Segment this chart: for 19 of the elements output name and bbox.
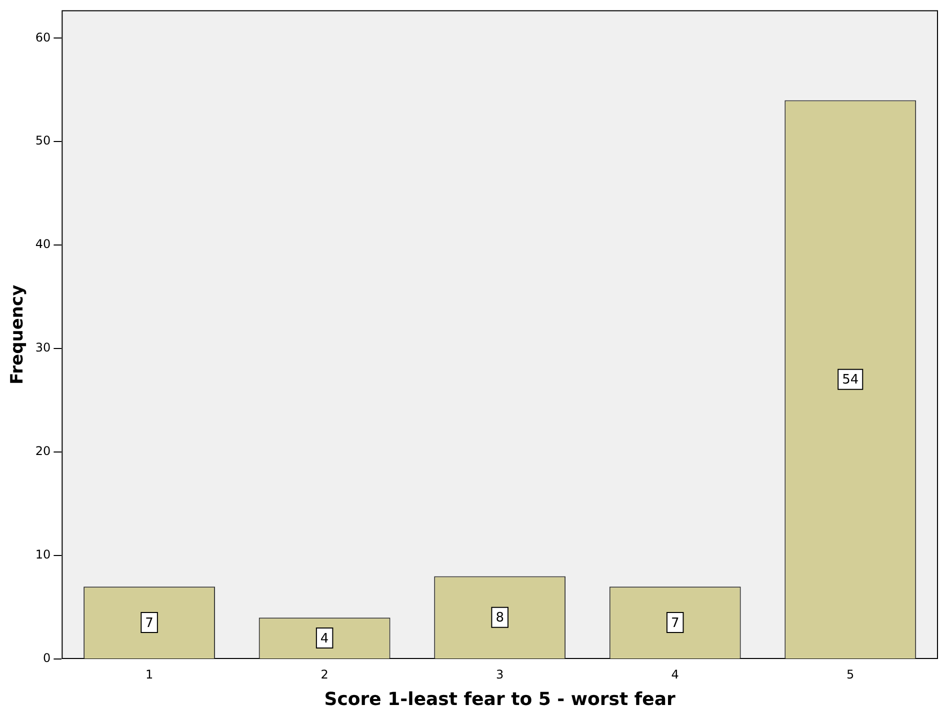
y-tick-label: 50 [35, 134, 51, 148]
x-tick-label: 2 [320, 667, 328, 682]
y-tick-label: 40 [35, 237, 51, 252]
y-tick-label: 20 [35, 444, 51, 458]
x-tick-label: 1 [145, 667, 154, 682]
x-tick-label: 5 [846, 667, 854, 682]
y-tick-label: 0 [43, 651, 51, 666]
x-tick-label: 3 [496, 667, 504, 682]
data-label: 54 [842, 372, 859, 388]
data-label: 4 [320, 631, 329, 646]
data-label: 7 [145, 616, 154, 631]
data-label: 8 [496, 610, 504, 626]
x-tick-label: 4 [671, 667, 679, 682]
data-label: 7 [670, 616, 680, 631]
y-tick-label: 30 [35, 340, 51, 355]
y-axis-title: Frequency [8, 284, 28, 384]
y-tick-label: 60 [35, 30, 51, 44]
y-tick-label: 10 [35, 548, 51, 562]
x-axis-title: Score 1-least fear to 5 - worst fear [324, 688, 676, 710]
